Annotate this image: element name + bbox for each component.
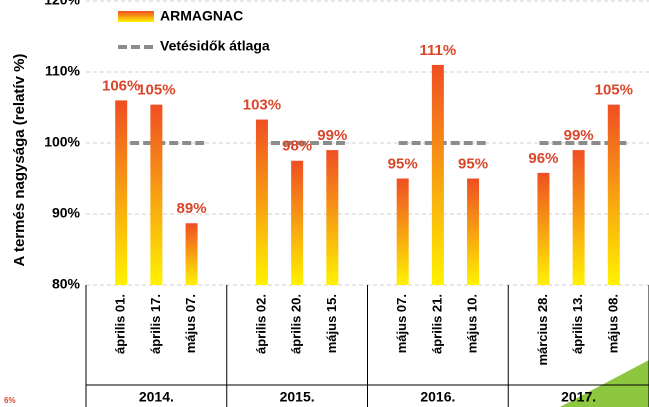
y-tick-label: 120% — [44, 0, 80, 8]
decoration — [560, 360, 649, 407]
x-tick-label: május 15. — [324, 294, 339, 353]
bar — [396, 178, 409, 285]
bar — [467, 178, 480, 285]
x-tick-label: április 02. — [253, 294, 268, 354]
x-tick-label: május 07. — [183, 294, 198, 353]
value-label: 99% — [317, 127, 347, 144]
group-label: 2017. — [561, 389, 596, 405]
value-label: 111% — [420, 42, 457, 59]
value-label: 105% — [137, 82, 175, 99]
legend-label: ARMAGNAC — [160, 8, 243, 24]
value-label: 95% — [388, 155, 418, 172]
x-tick-label: március 28. — [535, 294, 550, 366]
x-tick-label: május 07. — [394, 294, 409, 353]
value-label: 96% — [528, 150, 558, 167]
x-tick-label: április 01. — [113, 294, 128, 354]
bar — [572, 150, 585, 285]
value-label: 105% — [595, 82, 633, 99]
x-tick-label: május 10. — [465, 294, 480, 353]
value-label: 89% — [177, 200, 207, 217]
value-label: 95% — [458, 155, 488, 172]
value-label: 99% — [564, 127, 594, 144]
x-tick-label: április 13. — [570, 294, 585, 354]
x-tick-label: április 17. — [148, 294, 163, 354]
y-axis-label: A termés nagysága (relatív %) — [11, 54, 28, 267]
legend-swatch — [118, 11, 154, 22]
bar — [607, 104, 620, 285]
bar — [291, 160, 304, 285]
value-label: 106% — [102, 77, 140, 94]
y-tick-label: 90% — [52, 205, 81, 221]
bar — [537, 172, 550, 285]
y-tick-label: 100% — [44, 134, 80, 150]
bar — [326, 150, 339, 285]
x-tick-label: április 21. — [429, 294, 444, 354]
bar — [115, 100, 128, 286]
value-label: 103% — [243, 97, 281, 114]
corner-note: 6% — [4, 396, 16, 405]
y-tick-label: 80% — [52, 276, 81, 292]
y-tick-label: 110% — [45, 63, 81, 79]
group-label: 2015. — [280, 389, 315, 405]
group-label: 2014. — [139, 389, 174, 405]
legend-label: Vetésidők átlaga — [160, 38, 270, 54]
group-label: 2016. — [420, 389, 455, 405]
bar — [185, 223, 198, 285]
x-tick-label: május 08. — [605, 294, 620, 353]
bar — [431, 64, 444, 286]
x-tick-label: április 20. — [289, 294, 304, 354]
bar — [255, 119, 268, 285]
bar — [150, 104, 163, 285]
value-label: 98% — [282, 138, 312, 155]
